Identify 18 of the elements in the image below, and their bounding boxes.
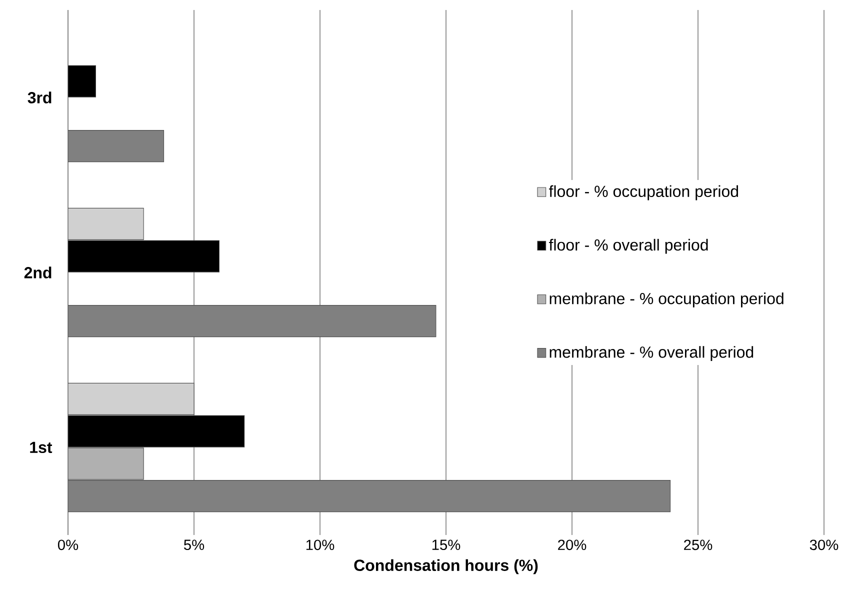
legend-label: membrane - % occupation period <box>550 292 784 308</box>
x-tick-label: 25% <box>684 540 712 550</box>
x-tick-label: 30% <box>810 540 838 550</box>
bar <box>68 65 96 98</box>
x-tick-label: 5% <box>184 540 204 550</box>
bar <box>68 208 144 240</box>
y-tick-label: 3rd <box>28 92 52 104</box>
x-tick-label: 20% <box>558 540 586 550</box>
y-tick-label: 2nd <box>24 266 52 278</box>
y-tick-label: 1st <box>30 442 52 454</box>
legend-label: membrane - % overall period <box>550 346 754 361</box>
legend-label: floor - % occupation period <box>548 185 738 200</box>
bar <box>68 382 194 415</box>
x-axis-title: Condensation hours (%) <box>354 559 538 574</box>
legend-label: floor - % overall period <box>548 238 708 254</box>
x-tick-label: 15% <box>432 540 460 550</box>
x-tick-label: 0% <box>58 540 78 550</box>
x-tick-label: 10% <box>306 540 334 550</box>
